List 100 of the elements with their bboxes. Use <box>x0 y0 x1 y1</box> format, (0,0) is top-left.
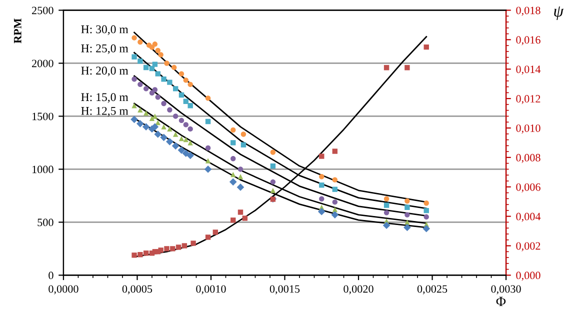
point <box>172 86 178 92</box>
y2-tick-label: 0,004 <box>516 212 541 222</box>
point <box>205 234 211 240</box>
point <box>270 163 276 169</box>
point <box>332 206 338 212</box>
point <box>155 71 160 76</box>
y2-tick-label: 0,016 <box>516 36 540 46</box>
point <box>178 92 184 98</box>
x-tick-label: 0,0000 <box>48 285 78 294</box>
point <box>270 188 276 194</box>
point <box>236 184 244 191</box>
y-tick-label: 0 <box>48 272 54 280</box>
point <box>205 158 211 164</box>
point <box>319 182 324 188</box>
point <box>186 152 194 160</box>
point <box>161 100 166 106</box>
y2-tick-label: 0,018 <box>516 6 540 16</box>
point <box>404 224 411 232</box>
point <box>178 146 186 154</box>
point <box>424 44 429 50</box>
y-tick-label: 1500 <box>32 112 54 120</box>
point <box>204 166 212 173</box>
x-tick-label: 0,0005 <box>122 285 152 294</box>
point <box>212 230 218 235</box>
point <box>230 156 236 162</box>
point <box>319 174 324 180</box>
point <box>332 199 338 205</box>
point <box>238 210 244 215</box>
point <box>161 124 166 130</box>
y2-tick-label: 0,008 <box>516 154 540 164</box>
point <box>384 65 390 70</box>
point <box>155 94 160 100</box>
point <box>154 130 162 138</box>
point <box>167 80 172 85</box>
point <box>229 178 237 186</box>
point <box>161 76 166 82</box>
point <box>138 82 143 88</box>
point <box>143 250 149 256</box>
point <box>178 136 184 142</box>
point <box>138 39 143 45</box>
point <box>188 126 193 132</box>
point <box>205 145 211 151</box>
point <box>160 134 168 142</box>
point <box>132 103 137 108</box>
point <box>238 174 244 180</box>
point <box>332 186 338 192</box>
point <box>319 196 324 202</box>
y2-axis-title: ψ <box>554 6 564 20</box>
point <box>319 154 324 159</box>
point <box>188 82 193 88</box>
y-tick-label: 2500 <box>32 6 54 14</box>
point <box>242 216 248 221</box>
point <box>205 118 211 124</box>
point <box>182 243 188 248</box>
point <box>172 132 178 137</box>
point <box>331 211 339 218</box>
point <box>132 35 137 40</box>
y2-tick-label: 0,012 <box>516 95 540 104</box>
y-axis-title: RPM <box>14 18 22 44</box>
point <box>230 140 236 146</box>
point <box>384 196 390 202</box>
series-label: H: 20,0 m <box>81 66 128 76</box>
point <box>404 212 410 218</box>
point <box>178 71 184 76</box>
y-tick-label: 1000 <box>32 166 54 174</box>
point <box>238 166 244 172</box>
point <box>152 42 158 47</box>
x-axis-title: Φ <box>496 296 506 306</box>
y2-tick-label: 0,002 <box>516 242 540 252</box>
point <box>152 87 158 92</box>
point <box>404 65 410 70</box>
point <box>164 246 170 252</box>
point <box>384 210 390 216</box>
point <box>424 200 429 206</box>
x-tick-label: 0,0030 <box>491 285 521 294</box>
y2-tick-label: 0,010 <box>516 124 540 134</box>
point <box>166 138 174 146</box>
point <box>167 126 172 132</box>
x-tick-label: 0,0015 <box>270 285 300 294</box>
point <box>404 204 410 210</box>
point <box>176 244 182 250</box>
point <box>138 107 143 112</box>
point <box>149 90 155 96</box>
point <box>143 86 149 92</box>
series-label: H: 25,0 m <box>81 44 128 54</box>
point <box>182 150 190 157</box>
point <box>132 54 137 60</box>
point <box>158 248 164 253</box>
point <box>424 214 429 220</box>
point <box>404 198 410 204</box>
point <box>152 62 158 67</box>
point <box>382 222 390 230</box>
point <box>230 172 236 178</box>
y-tick-label: 2000 <box>32 60 54 68</box>
point <box>384 202 390 208</box>
point <box>170 246 176 252</box>
point <box>138 252 143 258</box>
point <box>130 116 138 124</box>
point <box>138 58 143 64</box>
point <box>240 142 246 148</box>
